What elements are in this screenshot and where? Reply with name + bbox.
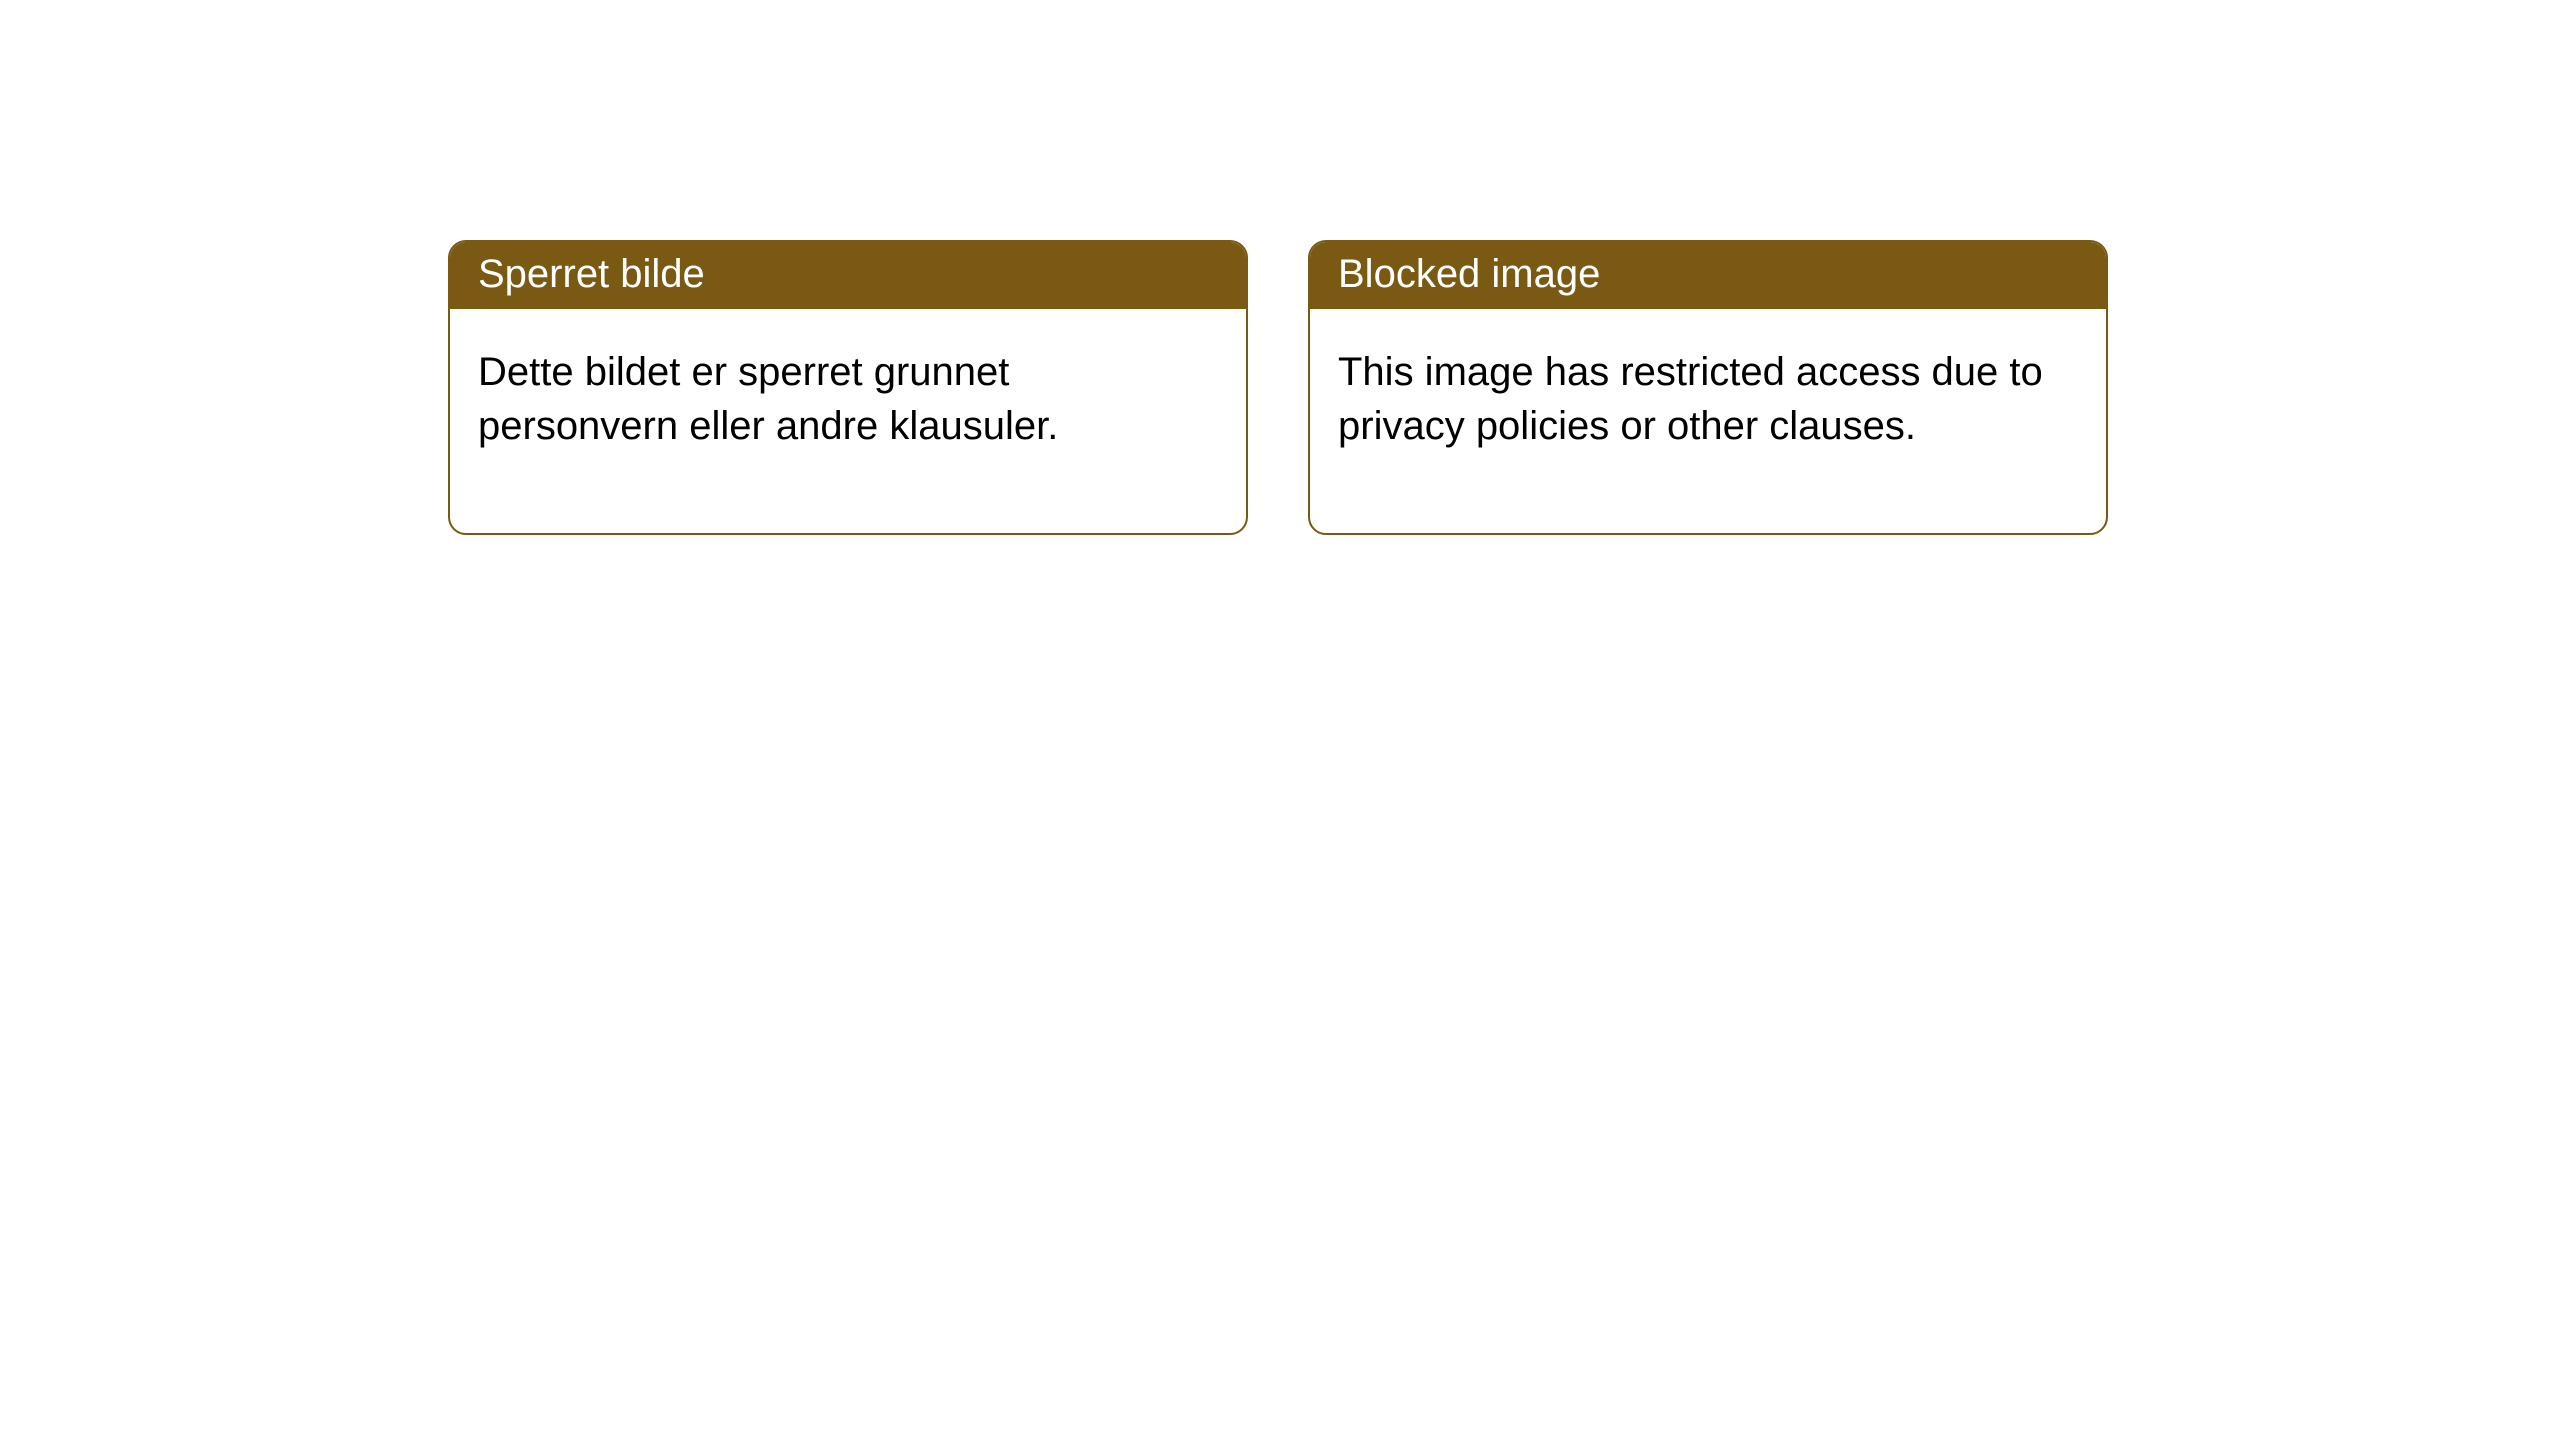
card-body-sperret: Dette bildet er sperret grunnet personve… (450, 309, 1246, 533)
card-header-blocked: Blocked image (1310, 242, 2106, 309)
card-body-blocked: This image has restricted access due to … (1310, 309, 2106, 533)
card-header-sperret: Sperret bilde (450, 242, 1246, 309)
card-blocked-image: Blocked image This image has restricted … (1308, 240, 2108, 535)
cards-container: Sperret bilde Dette bildet er sperret gr… (0, 0, 2560, 535)
card-sperret-bilde: Sperret bilde Dette bildet er sperret gr… (448, 240, 1248, 535)
